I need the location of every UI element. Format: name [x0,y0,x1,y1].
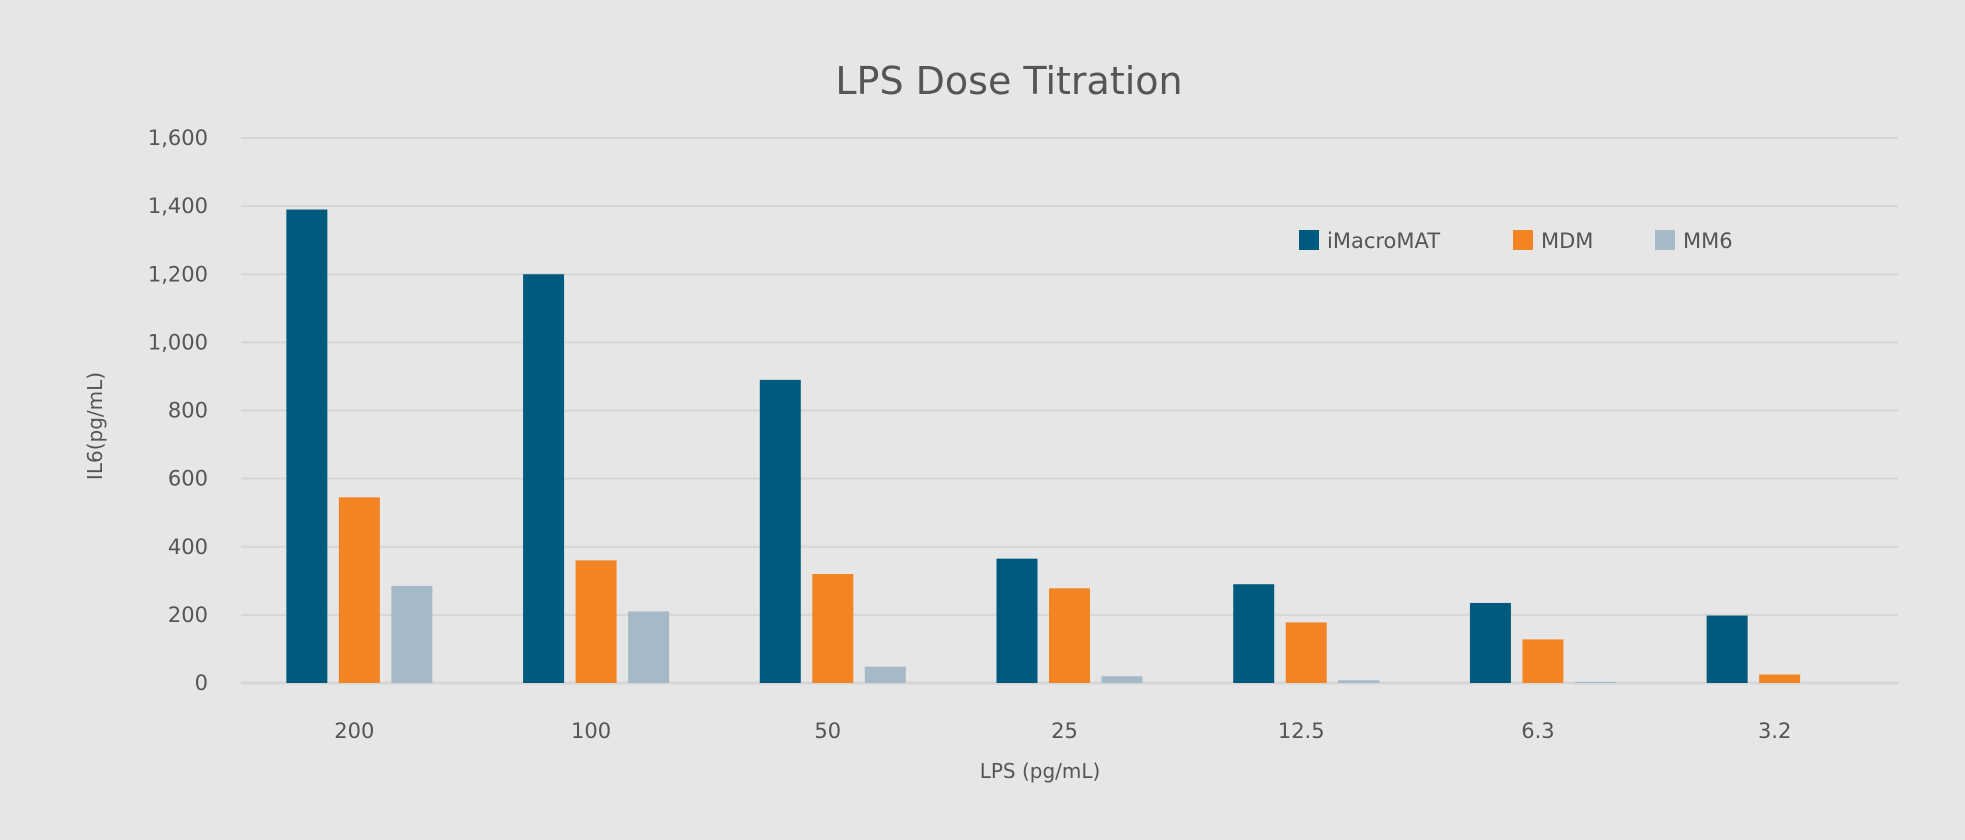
bar-imacromat-50 [759,379,801,683]
legend-label: MDM [1541,229,1593,253]
y-tick-label: 0 [195,671,208,695]
legend-swatch [1655,230,1675,250]
chart-title: LPS Dose Titration [835,59,1182,103]
x-tick-labels: 200 100 50 25 12.5 6.3 3.2 [334,719,1791,743]
legend-swatch [1513,230,1533,250]
y-tick-label: 400 [168,535,208,559]
y-tick-label: 1,400 [148,194,208,218]
bars [286,209,1801,683]
x-tick-label: 12.5 [1278,719,1325,743]
x-tick-label: 50 [814,719,841,743]
y-tick-label: 1,600 [148,126,208,150]
legend-swatch [1299,230,1319,250]
x-tick-label: 6.3 [1521,719,1554,743]
x-tick-label: 100 [571,719,611,743]
bar-mdm-12.5 [1285,622,1327,683]
bar-mdm-100 [575,560,617,683]
legend: iMacroMAT MDM MM6 [1299,229,1733,253]
legend-label: MM6 [1683,229,1733,253]
x-tick-label: 3.2 [1758,719,1791,743]
bar-mm6-12.5 [1338,680,1380,683]
y-tick-labels: 0 200 400 600 800 1,000 1,200 1,400 1,600 [148,126,208,695]
bar-mm6-200 [391,585,433,683]
bar-mdm-25 [1049,588,1090,683]
bar-imacromat-25 [996,558,1038,683]
bar-imacromat-12.5 [1233,584,1275,683]
y-axis-label: IL6(pg/mL) [83,372,107,480]
x-tick-label: 200 [334,719,374,743]
x-axis-label: LPS (pg/mL) [980,759,1101,783]
gridlines [241,137,1898,685]
legend-item-mm6: MM6 [1655,229,1733,253]
bar-imacromat-3.2 [1706,615,1748,683]
bar-mm6-6.3 [1574,681,1616,683]
y-tick-label: 600 [168,467,208,491]
legend-item-mdm: MDM [1513,229,1593,253]
bar-imacromat-100 [523,274,565,683]
bar-mdm-6.3 [1522,639,1564,683]
y-tick-label: 800 [168,399,208,423]
y-tick-label: 1,000 [148,330,208,354]
bar-mdm-50 [812,574,854,683]
bar-imacromat-6.3 [1469,602,1511,683]
y-tick-label: 1,200 [148,262,208,286]
bar-mm6-25 [1101,676,1143,683]
x-tick-label: 25 [1051,719,1078,743]
legend-label: iMacroMAT [1327,229,1440,253]
bar-mdm-200 [338,497,380,683]
bar-mm6-100 [628,611,670,683]
bar-mdm-3.2 [1759,674,1801,683]
y-tick-label: 200 [168,603,208,627]
bar-imacromat-200 [286,209,328,683]
legend-item-imacromat: iMacroMAT [1299,229,1440,253]
bar-mm6-50 [864,666,906,683]
